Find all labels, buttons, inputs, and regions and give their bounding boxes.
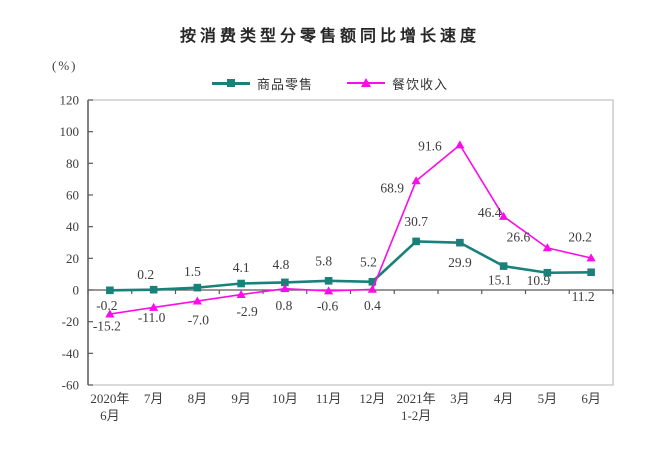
square-marker-icon — [106, 286, 114, 295]
data-point-label: 26.6 — [507, 229, 531, 244]
square-marker-icon — [587, 268, 595, 277]
series-line-catering-income — [109, 143, 592, 315]
x-axis-category-label: 2021年 1-2月 — [397, 391, 436, 423]
x-axis-category-label: 5月 — [538, 391, 558, 406]
y-axis-tick-label: 40 — [66, 219, 79, 234]
triangle-marker-icon — [324, 286, 334, 295]
data-point-label: 68.9 — [380, 180, 404, 195]
square-marker-icon — [368, 277, 377, 286]
x-axis-category-label: 7月 — [144, 391, 164, 406]
data-point-label: 15.1 — [488, 273, 512, 288]
y-axis-tick-label: -60 — [62, 378, 79, 393]
legend-square-icon — [226, 79, 235, 87]
legend-label-catering-income: 餐饮收入 — [392, 76, 449, 92]
triangle-marker-icon — [236, 289, 246, 298]
triangle-marker-icon — [411, 176, 421, 185]
triangle-marker-icon — [499, 211, 509, 220]
square-marker-icon — [324, 277, 333, 285]
square-marker-icon — [456, 238, 464, 247]
x-axis-category-label: 3月 — [450, 391, 470, 406]
legend-triangle-marker-icon — [347, 77, 385, 89]
legend-item-goods-retail: 商品零售 — [211, 74, 313, 93]
y-axis-unit-label: (%) — [52, 58, 78, 73]
x-axis-category-label: 11月 — [316, 391, 342, 406]
data-point-label: 4.1 — [233, 260, 250, 275]
x-axis-category-label: 6月 — [581, 391, 601, 406]
data-point-label: -15.2 — [93, 319, 121, 334]
chart-legend: 商品零售 餐饮收入 — [0, 74, 660, 92]
data-point-label: 4.8 — [272, 257, 289, 272]
y-axis-tick-label: 20 — [66, 251, 79, 266]
triangle-marker-icon — [192, 296, 202, 305]
y-axis-tick-label: -40 — [62, 346, 79, 361]
x-axis-category-label: 4月 — [494, 391, 514, 406]
square-marker-icon — [193, 283, 202, 292]
data-point-label: 91.6 — [418, 138, 442, 153]
data-point-label: -0.6 — [317, 298, 339, 313]
legend-item-catering-income: 餐饮收入 — [347, 74, 448, 93]
square-marker-icon — [499, 262, 508, 270]
x-axis-category-label: 10月 — [272, 391, 298, 406]
series-line-goods-retail — [109, 240, 592, 292]
square-marker-icon — [281, 278, 289, 287]
legend-label-goods-retail: 商品零售 — [256, 76, 313, 92]
y-axis-tick-label: 0 — [73, 283, 80, 298]
triangle-marker-icon — [280, 284, 290, 293]
data-point-label: 11.2 — [572, 289, 595, 304]
x-axis-category-label: 8月 — [188, 391, 208, 406]
y-axis-tick-label: -20 — [62, 314, 79, 329]
legend-triangle-icon — [361, 78, 371, 87]
x-axis-category-label: 2020年 6月 — [90, 391, 129, 423]
triangle-marker-icon — [367, 284, 377, 293]
triangle-marker-icon — [542, 243, 552, 252]
x-axis-category-label: 9月 — [231, 391, 251, 406]
data-point-label: 0.4 — [364, 298, 381, 313]
plot-border — [88, 99, 614, 386]
data-point-label: 5.2 — [360, 254, 377, 269]
y-axis-tick-label: 120 — [60, 93, 80, 108]
data-point-label: 29.9 — [448, 255, 472, 270]
square-marker-icon — [149, 285, 158, 294]
data-point-label: 0.8 — [275, 298, 292, 313]
triangle-marker-icon — [586, 253, 596, 262]
data-point-label: 5.8 — [315, 253, 332, 268]
y-axis-tick-label: 80 — [66, 156, 79, 171]
triangle-marker-icon — [149, 302, 159, 311]
data-point-label: 20.2 — [568, 230, 592, 245]
data-point-label: -7.0 — [188, 313, 210, 328]
data-point-label: -0.2 — [96, 298, 117, 313]
triangle-marker-icon — [455, 140, 465, 149]
chart-title: 按消费类型分零售额同比增长速度 — [179, 28, 480, 45]
square-marker-icon — [543, 268, 552, 277]
legend-square-marker-icon — [211, 77, 250, 89]
y-axis-tick-label: 60 — [66, 188, 79, 203]
triangle-marker-icon — [105, 309, 115, 318]
data-point-label: 46.4 — [478, 205, 502, 220]
data-point-label: 0.2 — [137, 267, 154, 282]
data-point-label: 30.7 — [404, 214, 428, 229]
y-axis-tick-label: 100 — [60, 124, 80, 139]
x-axis-category-label: 12月 — [359, 391, 385, 406]
square-marker-icon — [237, 279, 245, 288]
data-point-label: 1.5 — [184, 264, 201, 279]
square-marker-icon — [412, 237, 420, 246]
data-point-label: -11.0 — [138, 310, 166, 325]
data-point-label: 10.9 — [527, 273, 551, 288]
data-point-label: -2.9 — [236, 304, 258, 319]
